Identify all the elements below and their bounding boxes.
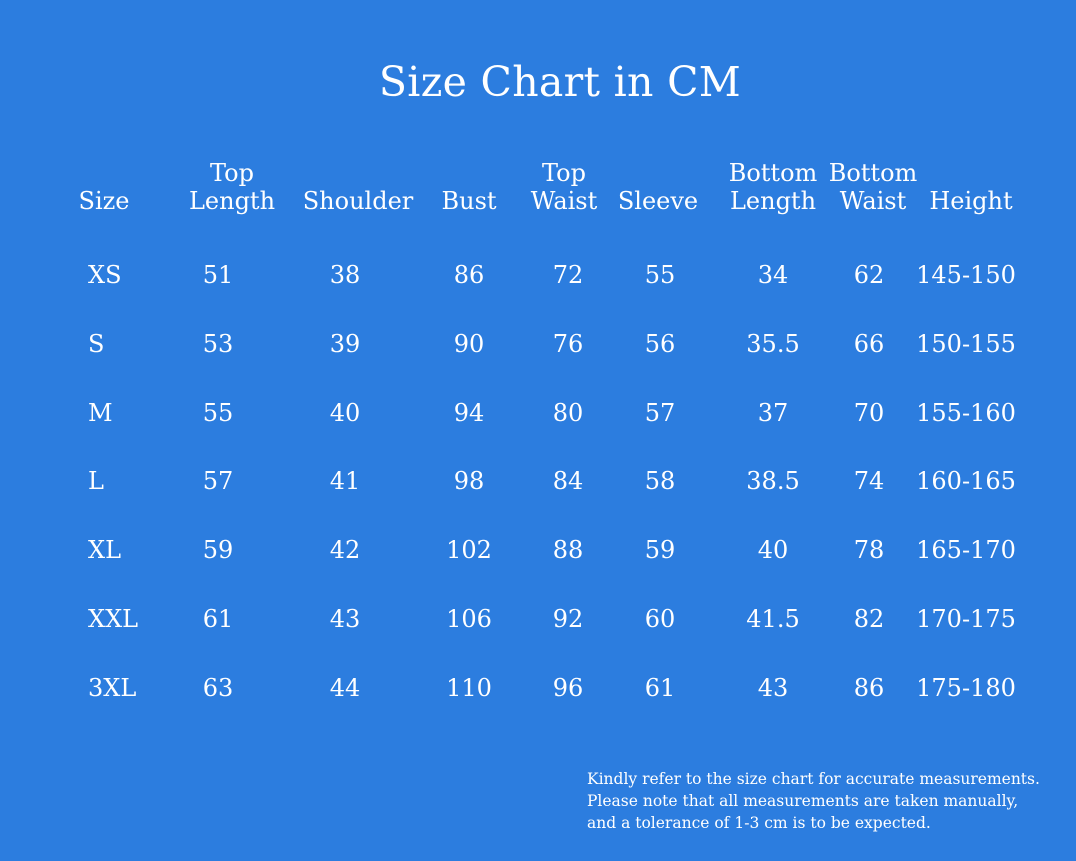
table-cell: 102: [446, 536, 492, 565]
table-cell: 70: [853, 398, 885, 427]
table-cell: 35.5: [746, 329, 800, 358]
table-cell: 55: [202, 398, 234, 427]
size-label-cell: M: [88, 398, 113, 427]
table-cell: 40: [757, 536, 789, 565]
table-cell: 66: [853, 329, 885, 358]
table-cell: 34: [757, 261, 789, 289]
table-cell: 38: [329, 261, 361, 289]
table-cell: 96: [552, 673, 584, 702]
table-cell: 98: [453, 467, 485, 496]
table-cell: 106: [446, 605, 492, 633]
column-header-line-2: Height: [929, 187, 1013, 215]
table-cell: 94: [453, 398, 485, 427]
table-cell: 110: [446, 673, 492, 702]
table-cell: 41: [329, 467, 361, 496]
table-cell: 56: [644, 329, 676, 358]
column-header-line-2: Length: [188, 187, 276, 215]
table-cell: 61: [202, 605, 234, 633]
note-line-2: Please note that all measurements are ta…: [587, 792, 1019, 810]
table-cell: 90: [453, 329, 485, 358]
table-cell: 84: [552, 467, 584, 496]
column-header-line-1: Bottom: [828, 159, 918, 187]
table-cell: 155-160: [916, 398, 1016, 427]
table-cell: 39: [329, 329, 361, 358]
table-cell: 58: [644, 467, 676, 496]
column-header-line-2: Sleeve: [617, 187, 699, 215]
column-header-sleeve: Sleeve: [618, 159, 698, 215]
table-cell: 86: [453, 261, 485, 289]
table-cell: 38.5: [746, 467, 800, 496]
table-cell: 82: [853, 605, 885, 633]
measurement-note: Kindly refer to the size chart for accur…: [587, 768, 1067, 834]
column-header-line-1: Top: [542, 159, 586, 187]
table-cell: 165-170: [916, 536, 1016, 565]
size-label-cell: L: [88, 467, 104, 496]
column-header-size: Size: [79, 159, 130, 215]
column-header-line-2: Waist: [839, 187, 907, 215]
table-cell: 51: [202, 261, 234, 289]
table-cell: 41.5: [746, 605, 800, 633]
column-header-line-2: Length: [729, 187, 817, 215]
column-header-bottom-waist: Bottom Waist: [829, 159, 918, 215]
column-header-line-2: Bust: [441, 187, 497, 215]
column-header-bust: Bust: [441, 159, 496, 215]
size-label-cell: XXL: [88, 605, 139, 633]
column-header-line-1: [618, 159, 698, 187]
table-cell: 86: [853, 673, 885, 702]
column-header-line-1: [441, 159, 496, 187]
table-cell: 59: [202, 536, 234, 565]
size-label-cell: S: [88, 329, 105, 358]
column-header-top-length: Top Length: [189, 159, 275, 215]
page-title: Size Chart in CM: [378, 58, 742, 106]
table-cell: 42: [329, 536, 361, 565]
table-cell: 63: [202, 673, 234, 702]
table-cell: 43: [757, 673, 789, 702]
column-header-bottom-length: Bottom Length: [729, 159, 818, 215]
table-cell: 37: [757, 398, 789, 427]
table-cell: 175-180: [916, 673, 1016, 702]
table-cell: 59: [644, 536, 676, 565]
table-cell: 43: [329, 605, 361, 633]
table-cell: 92: [552, 605, 584, 633]
table-cell: 55: [644, 261, 676, 289]
column-header-line-1: [303, 159, 414, 187]
table-cell: 61: [644, 673, 676, 702]
column-header-height: Height: [929, 159, 1012, 215]
table-cell: 60: [644, 605, 676, 633]
column-header-line-2: Waist: [530, 187, 598, 215]
table-cell: 80: [552, 398, 584, 427]
note-line-3: and a tolerance of 1-3 cm is to be expec…: [587, 814, 931, 832]
column-header-shoulder: Shoulder: [303, 159, 414, 215]
column-header-line-2: Size: [78, 187, 130, 215]
column-header-line-2: Shoulder: [302, 187, 414, 215]
size-label-cell: XS: [88, 261, 122, 289]
table-cell: 160-165: [916, 467, 1016, 496]
table-cell: 57: [202, 467, 234, 496]
table-cell: 53: [202, 329, 234, 358]
table-cell: 62: [853, 261, 885, 289]
table-cell: 170-175: [916, 605, 1016, 633]
table-cell: 150-155: [916, 329, 1016, 358]
size-label-cell: XL: [88, 536, 122, 565]
table-cell: 76: [552, 329, 584, 358]
column-header-top-waist: Top Waist: [531, 159, 598, 215]
table-cell: 40: [329, 398, 361, 427]
table-cell: 74: [853, 467, 885, 496]
column-header-line-1: Bottom: [728, 159, 818, 187]
table-cell: 57: [644, 398, 676, 427]
column-header-line-1: Top: [210, 159, 254, 187]
table-cell: 88: [552, 536, 584, 565]
note-line-1: Kindly refer to the size chart for accur…: [587, 770, 1040, 788]
column-header-line-1: [929, 159, 1012, 187]
size-label-cell: 3XL: [88, 673, 137, 702]
column-header-line-1: [79, 159, 130, 187]
table-cell: 145-150: [916, 261, 1016, 289]
table-cell: 78: [853, 536, 885, 565]
table-cell: 44: [329, 673, 361, 702]
table-cell: 72: [552, 261, 584, 289]
